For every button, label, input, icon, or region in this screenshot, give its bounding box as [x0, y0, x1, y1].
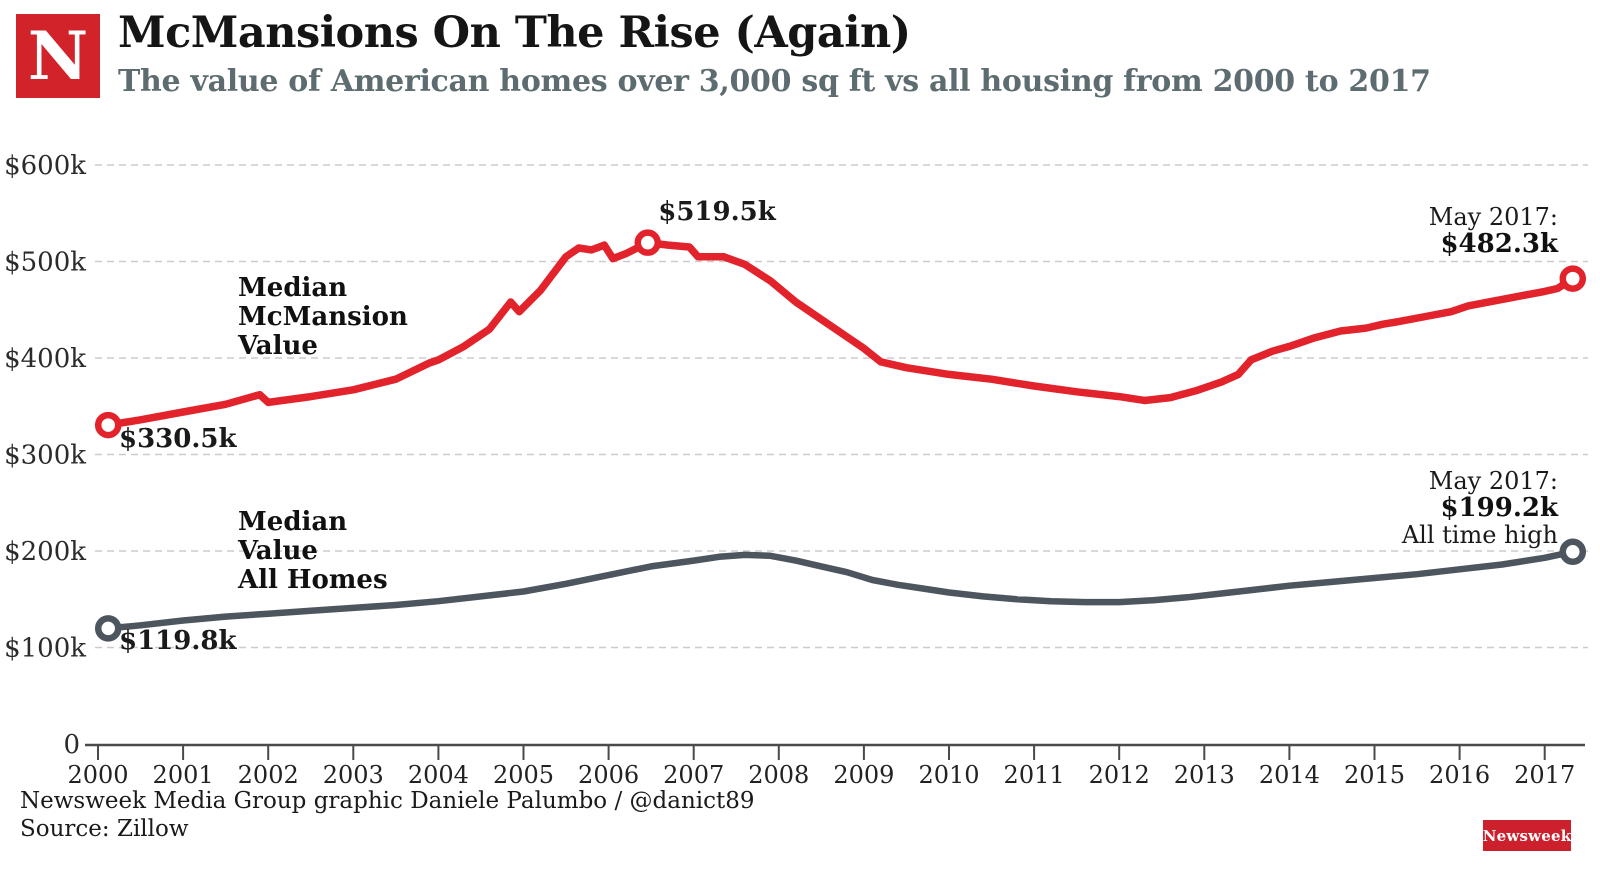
x-tick-label: 2015: [1344, 761, 1405, 789]
x-tick-label: 2006: [578, 761, 639, 789]
x-tick-label: 2014: [1259, 761, 1320, 789]
mcmansion-peak-value: $519.5k: [658, 197, 776, 227]
x-tick-label: 2005: [493, 761, 554, 789]
x-tick-label: 2007: [663, 761, 724, 789]
allhomes-end-value: $199.2k: [1440, 493, 1558, 523]
x-tick-label: 2000: [67, 761, 128, 789]
mcmansion-end-annotation: May 2017: $482.3k: [1429, 204, 1558, 258]
newsweek-n-logo: N: [16, 14, 100, 98]
mcmansion-end-date: May 2017:: [1428, 203, 1558, 231]
x-tick-label: 2011: [1004, 761, 1065, 789]
allhomes-marker: [1559, 538, 1587, 566]
x-tick-label: 2004: [408, 761, 469, 789]
mcmansion-end-value: $482.3k: [1440, 229, 1558, 259]
x-tick-label: 2001: [153, 761, 214, 789]
y-tick-label: $100k: [4, 634, 86, 664]
allhomes-line: [104, 548, 1577, 632]
mcmansion-marker: [94, 411, 122, 439]
y-tick-label: $400k: [4, 344, 86, 374]
mcmansion-start-value: $330.5k: [119, 424, 237, 454]
y-tick-label: 0: [63, 730, 80, 760]
allhomes-start-value: $119.8k: [119, 626, 237, 656]
y-tick-label: $300k: [4, 441, 86, 471]
y-tick-label: $600k: [4, 151, 86, 181]
data-source: Source: Zillow: [20, 816, 189, 842]
allhomes-end-annotation: May 2017: $199.2k All time high: [1402, 468, 1558, 548]
allhomes-series-label: Median Value All Homes: [238, 507, 388, 595]
graphic-credit: Newsweek Media Group graphic Daniele Pal…: [20, 788, 755, 814]
x-tick-label: 2017: [1514, 761, 1575, 789]
allhomes-end-date: May 2017:: [1428, 467, 1558, 495]
x-tick-label: 2008: [748, 761, 809, 789]
y-tick-label: $200k: [4, 537, 86, 567]
x-tick-label: 2002: [238, 761, 299, 789]
x-tick-label: 2016: [1429, 761, 1490, 789]
allhomes-marker: [94, 615, 122, 642]
page-title: McMansions On The Rise (Again): [118, 8, 911, 58]
x-tick-label: 2013: [1174, 761, 1235, 789]
mcmansion-series-label: Median McMansion Value: [238, 273, 408, 361]
mcmansion-marker: [634, 229, 661, 256]
mcmansion-line: [104, 238, 1577, 429]
x-tick-label: 2012: [1089, 761, 1150, 789]
newsweek-wordmark-logo: Newsweek: [1483, 820, 1571, 851]
x-tick-label: 2010: [918, 761, 979, 789]
x-tick-label: 2009: [833, 761, 894, 789]
y-tick-label: $500k: [4, 248, 86, 278]
x-tick-label: 2003: [323, 761, 384, 789]
mcmansion-marker: [1559, 265, 1587, 292]
page-subtitle: The value of American homes over 3,000 s…: [118, 64, 1431, 99]
newsweek-n-letter: N: [27, 17, 89, 95]
allhomes-end-note: All time high: [1401, 521, 1558, 549]
